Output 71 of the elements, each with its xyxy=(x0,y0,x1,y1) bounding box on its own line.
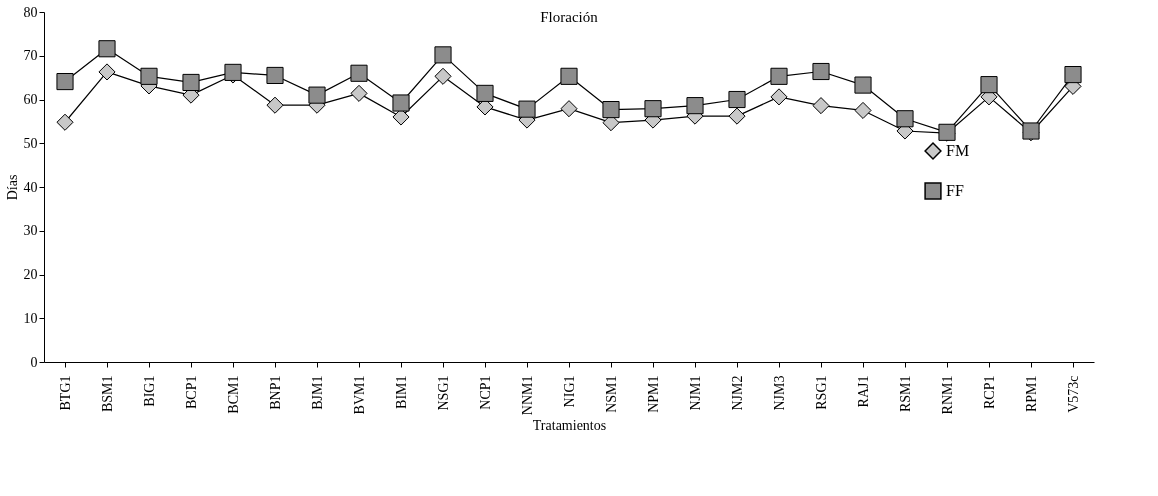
point xyxy=(308,86,326,104)
point xyxy=(644,100,662,118)
y-tick-label: 0 xyxy=(30,354,38,370)
chart-title: Floración xyxy=(540,9,599,25)
y-axis-title: Días xyxy=(4,174,20,201)
point xyxy=(728,107,746,125)
point xyxy=(854,76,872,94)
point xyxy=(140,67,158,85)
point xyxy=(770,88,788,106)
point xyxy=(728,90,746,109)
point xyxy=(602,101,620,119)
y-tick-label: 60 xyxy=(23,92,38,107)
x-tick-label: RSM1 xyxy=(897,375,913,413)
x-tick-label: RNM1 xyxy=(939,375,955,415)
x-tick-label: BNP1 xyxy=(267,375,283,410)
x-tick-label: NJM2 xyxy=(729,375,745,411)
point xyxy=(560,100,578,118)
x-tick-label: BJM1 xyxy=(309,375,325,410)
legend-label: FM xyxy=(946,142,970,159)
point xyxy=(56,113,74,131)
x-tick-label: BTG1 xyxy=(57,375,73,411)
point xyxy=(1064,66,1082,84)
y-tick-label: 50 xyxy=(23,135,38,151)
point xyxy=(392,94,410,112)
x-tick-label: NNM1 xyxy=(519,375,535,416)
x-tick-label: BCP1 xyxy=(183,375,199,409)
point xyxy=(896,110,914,128)
point xyxy=(854,101,872,119)
y-tick-label: 10 xyxy=(23,310,38,326)
legend-label: FF xyxy=(946,182,964,199)
x-tick-label: NJM1 xyxy=(687,375,703,411)
x-tick-label: BCM1 xyxy=(225,375,241,414)
x-tick-label: RSG1 xyxy=(813,375,829,410)
point xyxy=(812,97,830,115)
point xyxy=(434,46,452,64)
point xyxy=(812,62,830,81)
y-tick-label: 20 xyxy=(23,267,38,282)
point xyxy=(518,100,536,118)
x-axis-title: Tratamientos xyxy=(532,418,607,434)
point xyxy=(98,40,116,58)
x-tick-label: BIG1 xyxy=(141,375,157,407)
point xyxy=(434,67,452,85)
x-tick-label: BIM1 xyxy=(393,375,409,409)
point xyxy=(182,73,200,91)
point xyxy=(266,96,284,114)
x-tick-label: NSG1 xyxy=(435,375,451,411)
x-tick-label: RPM1 xyxy=(1023,375,1039,413)
x-tick-label: BSM1 xyxy=(99,375,115,413)
y-tick-label: 40 xyxy=(23,179,38,195)
x-tick-label: NCP1 xyxy=(477,375,493,410)
y-tick-label: 80 xyxy=(23,4,38,20)
x-tick-label: NSM1 xyxy=(603,375,619,413)
point xyxy=(350,64,368,82)
point xyxy=(56,73,74,91)
point xyxy=(770,67,788,85)
y-tick-label: 70 xyxy=(23,48,38,64)
x-tick-label: NIG1 xyxy=(561,375,577,408)
point xyxy=(686,97,704,115)
point xyxy=(476,84,494,102)
point xyxy=(980,76,998,94)
point xyxy=(98,63,116,81)
x-tick-label: RAJ1 xyxy=(855,375,871,408)
y-tick-label: 30 xyxy=(23,223,38,239)
x-tick-label: BVM1 xyxy=(351,375,367,415)
point xyxy=(350,84,368,102)
x-tick-label: NJM3 xyxy=(771,375,787,411)
point xyxy=(266,66,284,84)
x-tick-label: NPM1 xyxy=(645,375,661,413)
x-tick-label: V573c xyxy=(1065,375,1081,413)
x-tick-label: RCP1 xyxy=(981,375,997,409)
point xyxy=(560,67,578,85)
